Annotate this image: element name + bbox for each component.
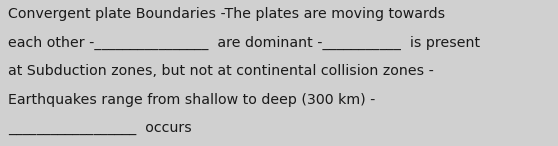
Text: __________________  occurs: __________________ occurs [8,121,192,135]
Text: Convergent plate Boundaries -The plates are moving towards: Convergent plate Boundaries -The plates … [8,7,445,21]
Text: each other -________________  are dominant -___________  is present: each other -________________ are dominan… [8,36,480,50]
Text: at Subduction zones, but not at continental collision zones -: at Subduction zones, but not at continen… [8,64,434,78]
Text: Earthquakes range from shallow to deep (300 km) -: Earthquakes range from shallow to deep (… [8,93,376,107]
